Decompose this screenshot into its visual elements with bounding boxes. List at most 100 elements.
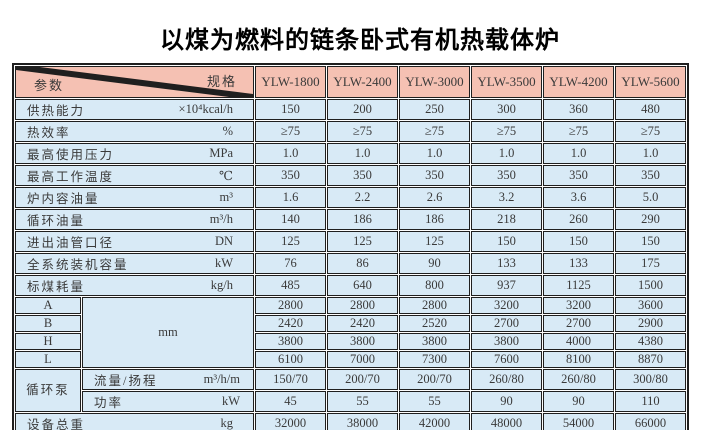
spec-label: 规格 bbox=[206, 74, 237, 89]
total-row: 设备总重 kg 32000 38000 42000 48000 54000 66… bbox=[15, 413, 686, 430]
value-cell: 3200 bbox=[471, 297, 542, 314]
value-cell: 42000 bbox=[399, 413, 470, 430]
value-cell: 260/80 bbox=[471, 369, 542, 390]
value-cell: 218 bbox=[471, 209, 542, 230]
param-cell: 最高工作温度 ℃ bbox=[15, 165, 254, 186]
value-cell: 350 bbox=[399, 165, 470, 186]
value-cell: 1.0 bbox=[255, 143, 326, 164]
model-column-header: YLW-3500 bbox=[471, 66, 542, 98]
param-row: 循环油量 m³/h 140 186 186 218 260 290 bbox=[15, 209, 686, 230]
param-label: 参数 bbox=[34, 78, 65, 93]
value-cell: 1.0 bbox=[543, 143, 614, 164]
param-row: 进出油管口径 DN 125 125 125 150 150 150 bbox=[15, 231, 686, 252]
param-unit: ℃ bbox=[219, 168, 233, 183]
spec-table: 规格 参数 YLW-1800 YLW-2400 YLW-3000 YLW-350… bbox=[12, 63, 689, 430]
value-cell: 480 bbox=[615, 99, 686, 120]
dim-label: A bbox=[15, 297, 81, 314]
value-cell: 150 bbox=[471, 231, 542, 252]
param-cell: 进出油管口径 DN bbox=[15, 231, 254, 252]
param-name: 进出油管口径 bbox=[27, 236, 115, 250]
value-cell: 260 bbox=[543, 209, 614, 230]
value-cell: 54000 bbox=[543, 413, 614, 430]
value-cell: 3800 bbox=[327, 333, 398, 350]
value-cell: 1125 bbox=[543, 275, 614, 296]
value-cell: 66000 bbox=[615, 413, 686, 430]
value-cell: 90 bbox=[543, 391, 614, 412]
dim-row: A mm 2800 2800 2800 3200 3200 3600 bbox=[15, 297, 686, 368]
value-cell: 133 bbox=[471, 253, 542, 274]
value-cell: 350 bbox=[255, 165, 326, 186]
value-cell: 8100 bbox=[543, 351, 614, 368]
param-unit: kg/h bbox=[210, 278, 233, 292]
value-cell: 1.0 bbox=[471, 143, 542, 164]
value-cell: 76 bbox=[255, 253, 326, 274]
value-cell: 2800 bbox=[327, 297, 398, 314]
model-column-header: YLW-1800 bbox=[255, 66, 326, 98]
value-cell: 485 bbox=[255, 275, 326, 296]
value-cell: 110 bbox=[615, 391, 686, 412]
value-cell: 4380 bbox=[615, 333, 686, 350]
value-cell: 1.0 bbox=[399, 143, 470, 164]
dim-label: B bbox=[15, 315, 81, 332]
param-cell: 热效率 % bbox=[15, 121, 254, 142]
value-cell: 3.6 bbox=[543, 187, 614, 208]
param-name: 最高使用压力 bbox=[27, 148, 115, 162]
value-cell: 360 bbox=[543, 99, 614, 120]
value-cell: 150/70 bbox=[255, 369, 326, 390]
value-cell: 7300 bbox=[399, 351, 470, 368]
param-unit: m³/h/m bbox=[203, 372, 240, 386]
header-row: 规格 参数 YLW-1800 YLW-2400 YLW-3000 YLW-350… bbox=[15, 66, 686, 98]
value-cell: 250 bbox=[399, 99, 470, 120]
param-unit: kg bbox=[220, 416, 234, 430]
value-cell: 140 bbox=[255, 209, 326, 230]
value-cell: 3200 bbox=[543, 297, 614, 314]
value-cell: 38000 bbox=[327, 413, 398, 430]
value-cell: 3.2 bbox=[471, 187, 542, 208]
model-column-header: YLW-4200 bbox=[543, 66, 614, 98]
param-row: 标煤耗量 kg/h 485 640 800 937 1125 1500 bbox=[15, 275, 686, 296]
param-name: 循环油量 bbox=[27, 214, 86, 228]
diagonal-line bbox=[16, 67, 253, 97]
value-cell: 7600 bbox=[471, 351, 542, 368]
value-cell: 260/80 bbox=[543, 369, 614, 390]
value-cell: 350 bbox=[543, 165, 614, 186]
param-row: 最高工作温度 ℃ 350 350 350 350 350 350 bbox=[15, 165, 686, 186]
value-cell: 7000 bbox=[327, 351, 398, 368]
value-cell: 3600 bbox=[615, 297, 686, 314]
value-cell: 2900 bbox=[615, 315, 686, 332]
page-title: 以煤为燃料的链条卧式有机热载体炉 bbox=[160, 27, 560, 54]
value-cell: 200/70 bbox=[399, 369, 470, 390]
value-cell: 90 bbox=[399, 253, 470, 274]
value-cell: 1.0 bbox=[327, 143, 398, 164]
param-row: 供热能力 ×10⁴kcal/h 150 200 250 300 360 480 bbox=[15, 99, 686, 120]
value-cell: 48000 bbox=[471, 413, 542, 430]
param-cell: 全系统装机容量 kW bbox=[15, 253, 254, 274]
model-column-header: YLW-2400 bbox=[327, 66, 398, 98]
dim-row: B 2420 2420 2520 2700 2700 2900 bbox=[15, 315, 686, 332]
value-cell: 200 bbox=[327, 99, 398, 120]
model-column-header: YLW-3000 bbox=[399, 66, 470, 98]
param-cell: 设备总重 kg bbox=[15, 413, 254, 430]
value-cell: 2520 bbox=[399, 315, 470, 332]
param-row: 炉内容油量 m³ 1.6 2.2 2.6 3.2 3.6 5.0 bbox=[15, 187, 686, 208]
value-cell: 150 bbox=[255, 99, 326, 120]
pump-row: 循环泵 流量/扬程 m³/h/m 150/70 200/70 200/70 26… bbox=[15, 369, 686, 412]
value-cell: 90 bbox=[471, 391, 542, 412]
param-cell: 炉内容油量 m³ bbox=[15, 187, 254, 208]
param-cell: 功率 kW bbox=[82, 391, 254, 412]
value-cell: 2700 bbox=[471, 315, 542, 332]
diagonal-header-cell: 规格 参数 bbox=[15, 66, 254, 98]
value-cell: 186 bbox=[327, 209, 398, 230]
value-cell: 3800 bbox=[471, 333, 542, 350]
pump-group-label: 循环泵 bbox=[15, 369, 81, 412]
param-cell: 供热能力 ×10⁴kcal/h bbox=[15, 99, 254, 120]
value-cell: 5.0 bbox=[615, 187, 686, 208]
param-name: 热效率 bbox=[27, 126, 71, 140]
param-cell: 循环油量 m³/h bbox=[15, 209, 254, 230]
value-cell: 350 bbox=[327, 165, 398, 186]
param-unit: DN bbox=[214, 234, 233, 248]
value-cell: 290 bbox=[615, 209, 686, 230]
value-cell: 800 bbox=[399, 275, 470, 296]
value-cell: 150 bbox=[543, 231, 614, 252]
value-cell: 640 bbox=[327, 275, 398, 296]
